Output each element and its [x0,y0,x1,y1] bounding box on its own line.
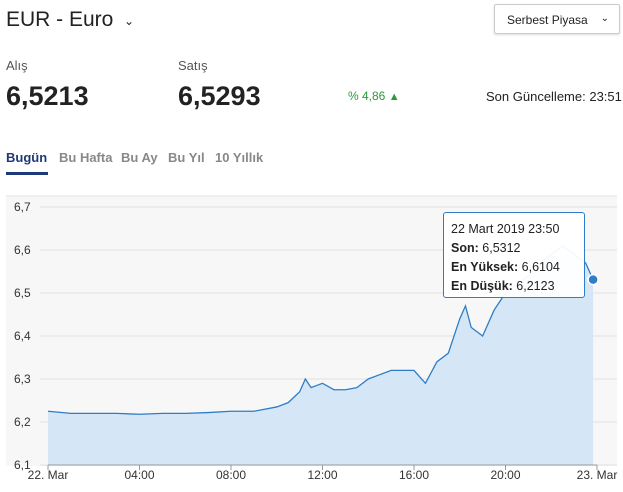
sell-label: Satış [178,58,208,73]
sell-value: 6,5293 [178,81,261,111]
tooltip-row: En Düşük: 6,2123 [451,277,577,296]
x-tick-label: 20:00 [490,468,520,482]
y-tick-label: 6,4 [14,329,31,343]
x-tick-label: 12:00 [307,468,337,482]
buy-value: 6,5213 [6,81,89,111]
tooltip-label: En Düşük: [451,279,513,293]
currency-caret[interactable]: ⌄ [124,14,135,28]
y-tick-label: 6,5 [14,286,31,300]
y-tick-label: 6,1 [14,458,31,472]
tooltip-row: Son: 6,5312 [451,239,577,258]
tooltip-row: En Yüksek: 6,6104 [451,258,577,277]
updated: Son Güncelleme: 23:51 [486,89,622,104]
tooltip-value: 6,6104 [521,260,560,274]
y-tick-label: 6,6 [14,243,31,257]
tooltip-value: 6,2123 [516,279,555,293]
market-label: Serbest Piyasa [507,13,588,27]
x-tick-label: 04:00 [124,468,154,482]
tooltip-label: En Yüksek: [451,260,519,274]
x-tick-label: 08:00 [216,468,246,482]
tab[interactable]: Bu Yıl [168,150,205,165]
tab[interactable]: 10 Yıllık [215,150,264,165]
buy-label: Alış [6,58,28,73]
tab[interactable]: Bu Hafta [59,150,113,165]
tab[interactable]: Bugün [6,150,48,165]
tooltip-value: 6,5312 [482,241,521,255]
change-value: % 4,86 [348,89,386,103]
up-arrow: ▲ [388,91,400,103]
tab[interactable]: Bu Ay [121,150,158,165]
tooltip-date: 22 Mart 2019 23:50 [451,222,560,236]
currency-title[interactable]: EUR - Euro [6,8,114,31]
y-tick-label: 6,3 [14,372,31,386]
change: % 4,86 ▲ [348,89,400,103]
y-tick-label: 6,7 [14,200,31,214]
x-tick-label: 22. Mar [28,468,69,482]
hover-point [587,273,599,286]
area [48,245,594,465]
x-tick-label: 16:00 [399,468,429,482]
market-caret: ⌄ [600,13,609,24]
market-select[interactable]: Serbest Piyasa ⌄ [494,4,620,34]
x-tick-label: 23. Mar [577,468,618,482]
tooltip: 22 Mart 2019 23:50 Son: 6,5312 En Yüksek… [443,212,585,298]
tooltip-label: Son: [451,241,479,255]
tab-underline [6,172,48,175]
y-tick-label: 6,2 [14,415,31,429]
